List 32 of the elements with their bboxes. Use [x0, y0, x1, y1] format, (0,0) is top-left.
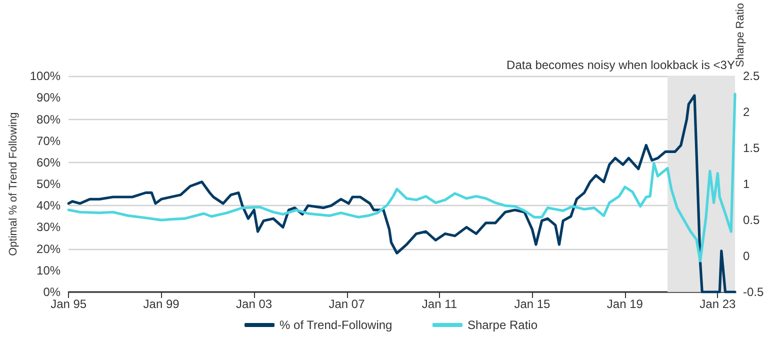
y2-axis-title: Sharpe Ratio	[734, 3, 746, 68]
y-tick-label: 10%	[36, 263, 61, 278]
x-tick-label: Jan 19	[606, 297, 644, 311]
x-tick-label: Jan 03	[236, 297, 272, 311]
y2-tick-label: -0.5	[743, 285, 764, 299]
band-label: Data becomes noisy when lookback is <3Y	[506, 58, 735, 72]
y-tick-label: 90%	[36, 90, 61, 105]
y-tick-label: 80%	[36, 112, 61, 126]
y2-tick-label: 2	[743, 105, 750, 120]
legend-label: % of Trend-Following	[280, 318, 392, 332]
y-tick-label: 40%	[36, 198, 61, 213]
x-tick-label: Jan 99	[143, 297, 180, 311]
y2-tick-label: 0.5	[743, 213, 760, 228]
y2-tick-label: 2.5	[743, 69, 760, 84]
line-series	[67, 92, 736, 262]
y-tick-label: 0%	[43, 285, 61, 299]
y-tick-label: 60%	[36, 155, 61, 170]
x-tick-label: Jan 15	[514, 297, 551, 311]
x-tick-label: Jan 07	[328, 297, 366, 311]
y-tick-label: 30%	[36, 220, 61, 234]
y2-tick-label: 1	[743, 177, 750, 192]
y-axis-title: Optimal % of Trend Following	[8, 112, 20, 256]
x-tick-label: Jan 23	[700, 297, 736, 311]
y-tick-label: 70%	[36, 134, 61, 148]
y-tick-label: 50%	[36, 177, 61, 192]
y-tick-label: 20%	[36, 242, 61, 256]
x-tick-label: Jan 11	[422, 297, 458, 311]
x-tick-label: Jan 95	[50, 297, 87, 311]
y-tick-label: 100%	[30, 69, 61, 84]
y2-tick-label: 0	[743, 249, 750, 264]
y2-tick-label: 1.5	[743, 141, 760, 156]
legend-label: Sharpe Ratio	[467, 318, 538, 332]
